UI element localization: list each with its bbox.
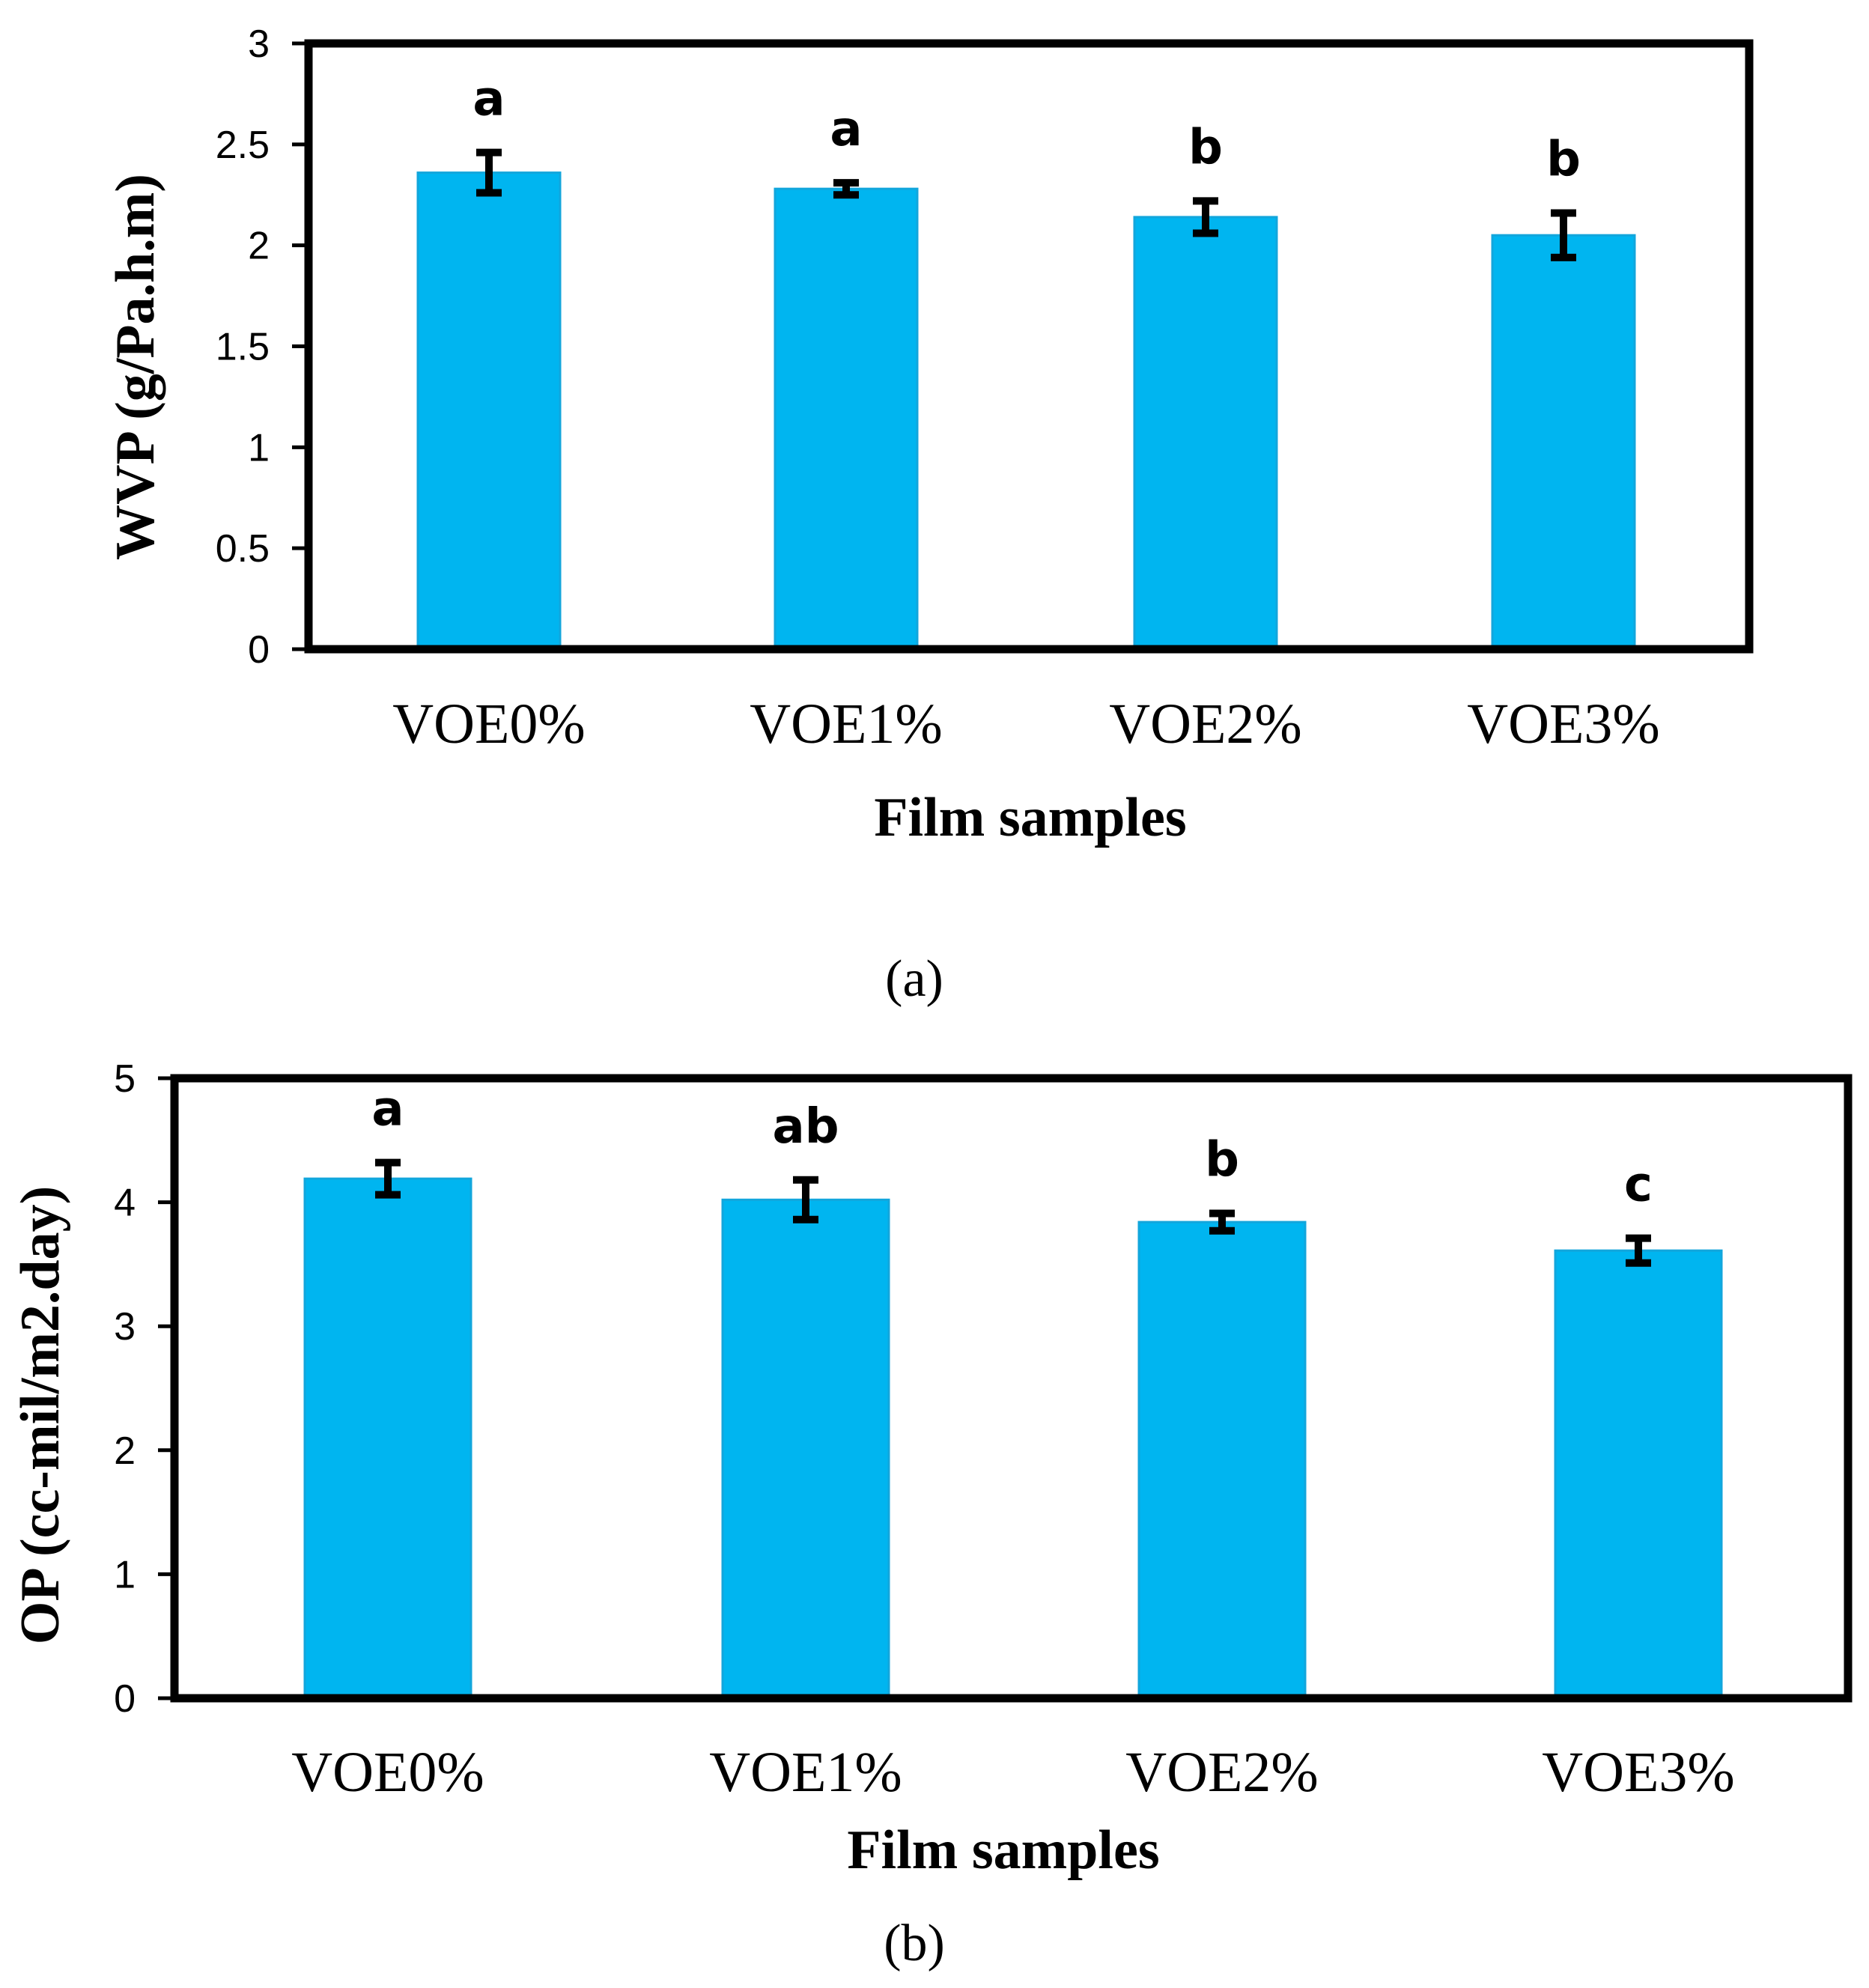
significance-letter: b [1205,1133,1239,1188]
y-tick-label: 1 [248,426,270,469]
significance-letter: c [1624,1158,1653,1213]
x-category-label: VOE2% [1109,693,1302,756]
significance-letter-group: a ab b c [371,1082,1653,1213]
bar [1133,216,1278,651]
x-category-label: VOE2% [1125,1741,1319,1804]
significance-letter: b [1546,133,1581,188]
y-tick-label: 4 [114,1182,136,1225]
error-bar-group [375,1158,1651,1267]
x-category-label: VOE1% [750,693,943,756]
significance-letter: a [371,1082,404,1137]
y-tick-label: 2.5 [216,124,270,167]
bar-group [416,171,1636,651]
error-bar [1193,197,1218,237]
plot-frame [170,1074,1853,1703]
bar-group [303,1177,1723,1700]
significance-letter: a [472,72,505,127]
bar [1491,234,1636,651]
error-bar [833,179,859,199]
error-bar [1626,1234,1651,1267]
y-tick-label: 3 [114,1305,136,1349]
significance-letter-group: a a b b [472,72,1581,188]
y-tick-group: 0 1 2 3 4 5 [114,1057,174,1721]
error-bar [793,1176,818,1223]
error-bar [476,148,502,197]
y-tick-label: 5 [114,1057,136,1101]
y-axis-title: OP (cc-mil/m2.day) [10,1186,71,1644]
error-bar-group [476,148,1576,261]
x-category-label: VOE0% [291,1741,484,1804]
y-tick-group: 0 0.5 1 1.5 2 2.5 3 [216,22,309,672]
y-tick-label: 3 [248,22,270,66]
x-category-label: VOE3% [1467,693,1660,756]
y-tick-label: 2 [114,1429,136,1473]
x-category-label-group: VOE0% VOE1% VOE2% VOE3% [392,693,1660,756]
significance-letter: ab [773,1099,839,1155]
error-bar [1209,1209,1235,1235]
chart-panel-a: aa b b 00.511.522.53 VOE0% VOE1% VOE2% VOE3% … [105,22,1754,1008]
x-category-label: VOE3% [1542,1741,1735,1804]
x-axis-title: Film samples [874,787,1186,848]
bar [721,1198,890,1700]
y-tick-label: 0.5 [216,527,270,571]
y-tick-label: 0 [114,1677,136,1721]
bar [1137,1221,1307,1700]
bar [774,187,919,651]
bar [303,1177,472,1700]
bar [1554,1249,1723,1700]
error-bar [1551,209,1576,261]
significance-letter: a [830,102,862,157]
y-tick-label: 1.5 [216,326,270,369]
y-tick-label: 2 [248,225,270,268]
x-axis-title: Film samples [847,1820,1159,1881]
bar [416,171,562,651]
panel-caption-a: (a) [885,950,943,1008]
panel-caption-b: (b) [884,1915,945,1972]
y-tick-label: 1 [114,1553,136,1596]
y-tick-label: 0 [248,628,270,672]
x-category-label-group: VOE0% VOE1% VOE2% VOE3% [291,1741,1735,1804]
x-category-label: VOE0% [392,693,586,756]
chart-panel-b: a ab b c 0 1 2 3 4 5 VOE0% VOE1% VOE2% VOE3% OP (cc… [10,1057,1853,1972]
y-axis-title: WVP (g/Pa.h.m) [105,174,166,560]
significance-letter: b [1188,120,1223,175]
error-bar [375,1158,401,1199]
x-category-label: VOE1% [709,1741,902,1804]
